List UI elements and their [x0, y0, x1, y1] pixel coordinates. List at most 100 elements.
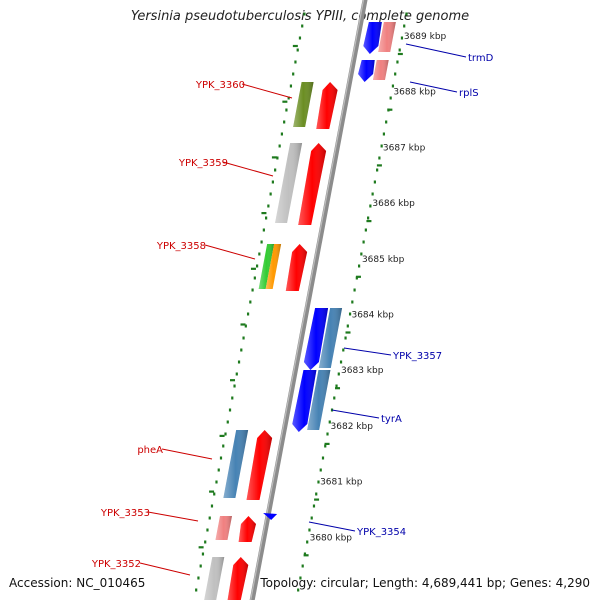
ruler-dot — [289, 84, 293, 88]
label-connector — [222, 161, 274, 177]
ruler-dot — [326, 432, 329, 436]
label-connector — [147, 511, 199, 522]
ruler-dot — [260, 240, 263, 244]
ruler-dot — [208, 516, 211, 520]
ruler-dot — [299, 576, 302, 580]
reverse-gene-label: tyrA — [381, 414, 402, 425]
gene-arrow-shade — [363, 22, 382, 54]
gene-arrow-shade — [246, 430, 273, 500]
ruler-dot — [346, 324, 349, 328]
feature-bar-shade — [204, 557, 225, 600]
topology-label: Topology: circular; Length: 4,689,441 bp… — [260, 576, 590, 590]
ruler-dot — [317, 480, 320, 484]
ruler-dot — [389, 96, 392, 100]
ruler-dot — [292, 72, 295, 76]
gene-arrow-shade — [292, 370, 317, 432]
ruler-dot — [396, 60, 399, 64]
feature-bar-shade — [258, 244, 275, 289]
ruler-dot — [251, 288, 254, 292]
forward-gene-label: YPK_3352 — [91, 559, 141, 570]
ruler-dot — [310, 516, 313, 520]
tick-label: 3684 kbp — [351, 311, 394, 321]
feature-bar-shade — [307, 370, 331, 430]
gene-arrow — [263, 513, 278, 520]
genome-backbone — [249, 0, 368, 600]
ruler-dot — [283, 120, 286, 124]
label-connector — [308, 521, 356, 532]
label-connector — [161, 448, 213, 460]
label-connector — [241, 83, 293, 99]
label-connector — [405, 43, 467, 58]
ruler-dot — [303, 552, 307, 556]
feature-bar-shade — [275, 143, 303, 223]
ruler-dot — [274, 168, 277, 172]
ruler-dot — [201, 552, 205, 556]
ruler-dot — [308, 528, 311, 532]
ruler-dot — [360, 252, 363, 256]
ruler-dot — [369, 204, 372, 208]
ruler-dot — [255, 264, 259, 268]
forward-gene-label: YPK_3358 — [156, 241, 206, 252]
ruler-dot — [253, 276, 256, 280]
ruler-dot — [267, 204, 270, 208]
ruler-dot — [240, 348, 243, 352]
ruler-dot — [351, 300, 354, 304]
ruler-dot — [319, 468, 322, 472]
feature-bar-shade — [293, 82, 314, 127]
ruler-dot — [219, 456, 223, 460]
tick-label: 3688 kbp — [393, 88, 436, 98]
ruler-dot — [398, 48, 401, 52]
gene-arrow-shade — [358, 60, 375, 82]
ruler-dot — [204, 540, 207, 544]
tick-label: 3687 kbp — [383, 143, 426, 153]
ruler-dot — [355, 276, 358, 280]
ruler-dot — [353, 288, 356, 292]
ruler-dot — [385, 120, 388, 124]
label-connector — [343, 347, 392, 356]
ruler-dot — [285, 108, 288, 112]
ruler-dot — [357, 264, 361, 268]
tick-label: 3683 kbp — [341, 366, 384, 376]
genome-backbone-highlight — [250, 0, 365, 600]
ruler-dot — [306, 540, 309, 544]
feature-bar-shade — [318, 308, 343, 368]
ruler-dot — [298, 36, 302, 40]
ruler-dot — [328, 420, 331, 424]
reverse-gene-label: trmD — [468, 53, 494, 64]
ruler-dot — [405, 12, 408, 16]
ruler-dot — [400, 36, 404, 40]
ruler-dot — [199, 564, 202, 568]
ruler-dot — [276, 156, 279, 160]
ruler-dot — [249, 300, 252, 304]
feature-bar-shade — [215, 516, 232, 540]
gene-arrow-shade — [227, 557, 249, 600]
ruler-dot — [362, 240, 365, 244]
ruler-dot — [278, 144, 281, 148]
ruler-dot — [342, 348, 345, 352]
ruler-dot — [217, 468, 220, 472]
label-connector — [139, 562, 191, 576]
ruler-dot — [371, 192, 374, 196]
feature-bar-shade — [372, 60, 389, 80]
ruler-dot — [210, 504, 214, 508]
ruler-dot — [333, 396, 336, 400]
ruler-dot — [197, 576, 200, 580]
ruler-dot — [297, 588, 300, 592]
feature-bar-shade — [223, 430, 249, 498]
ruler-dot — [262, 228, 265, 232]
ruler-left-dotted — [195, 12, 306, 592]
ruler-dot — [391, 84, 395, 88]
forward-gene-label: YPK_3359 — [178, 158, 228, 169]
tick-label: 3681 kbp — [320, 478, 363, 488]
ruler-dot — [206, 528, 209, 532]
ruler-dot — [303, 12, 306, 16]
ruler-dot — [244, 324, 247, 328]
gene-arrow-shade — [285, 244, 308, 291]
accession-label: Accession: NC_010465 — [9, 576, 146, 590]
ruler-dot — [312, 504, 316, 508]
feature-bar-shade — [265, 244, 282, 289]
ruler-dot — [337, 372, 340, 376]
ruler-dot — [294, 60, 297, 64]
